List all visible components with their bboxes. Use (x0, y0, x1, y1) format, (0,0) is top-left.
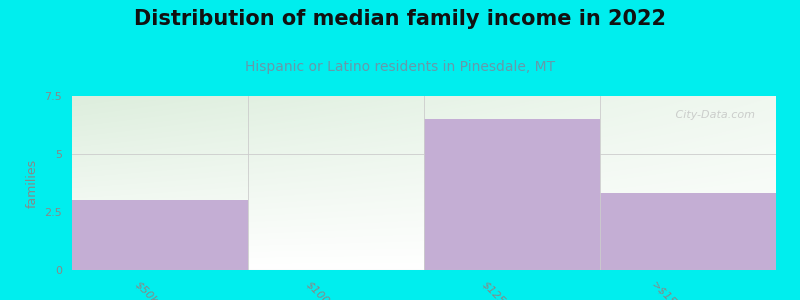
Bar (72, 200, 248, 270)
Text: City-Data.com: City-Data.com (672, 110, 755, 120)
Bar (600, 194, 776, 270)
Text: Distribution of median family income in 2022: Distribution of median family income in … (134, 9, 666, 29)
Text: Hispanic or Latino residents in Pinesdale, MT: Hispanic or Latino residents in Pinesdal… (245, 60, 555, 74)
Bar (424, 119, 600, 270)
Y-axis label: families: families (26, 158, 39, 208)
